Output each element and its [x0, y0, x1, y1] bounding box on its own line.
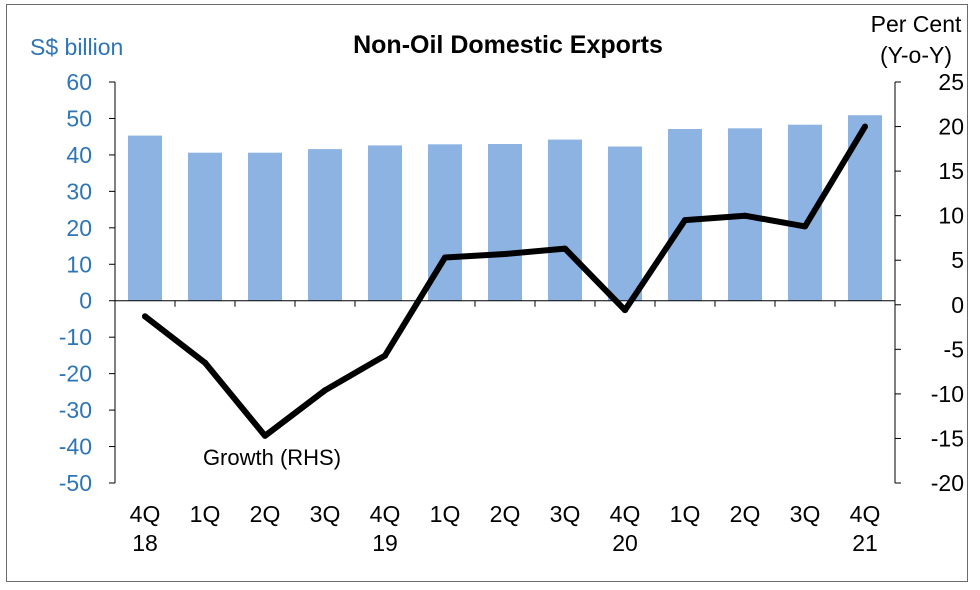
bar-11 [788, 124, 822, 301]
right-tick-label-3: 10 [938, 203, 964, 229]
right-tick-label-6: -5 [944, 336, 964, 362]
bar-9 [668, 129, 702, 301]
left-tick-label-6: 0 [79, 288, 92, 314]
growth-point-10 [742, 212, 748, 219]
chart-title: Non-Oil Domestic Exports [353, 31, 663, 59]
right-tick-label-7: -10 [931, 381, 964, 407]
growth-annotation: Growth (RHS) [203, 445, 341, 470]
left-tick-label-0: 60 [66, 69, 92, 95]
x-label-5: 1Q [430, 501, 461, 527]
left-tick-label-11: -50 [59, 470, 92, 496]
right-tick-label-4: 5 [951, 247, 964, 273]
x-label-10: 2Q [730, 501, 761, 527]
x-year-label-0: 18 [132, 530, 158, 556]
bar-3 [308, 149, 342, 301]
right-tick-label-9: -20 [931, 470, 964, 496]
growth-point-9 [682, 217, 688, 224]
growth-point-6 [502, 251, 508, 257]
left-axis-title: S$ billion [30, 34, 123, 60]
growth-point-12 [862, 123, 868, 130]
bar-1 [188, 152, 222, 301]
growth-point-5 [442, 254, 448, 261]
left-tick-label-2: 40 [66, 142, 92, 168]
left-tick-label-7: -10 [59, 324, 92, 350]
right-axis-title-line1: Per Cent [871, 11, 962, 37]
x-year-label-12: 21 [852, 530, 878, 556]
bar-2 [248, 152, 282, 301]
left-tick-label-10: -40 [59, 434, 92, 460]
growth-point-4 [382, 352, 388, 359]
x-label-7: 3Q [550, 501, 581, 527]
right-axis-title-line2: (Y-o-Y) [880, 42, 952, 68]
right-tick-label-8: -15 [931, 425, 964, 451]
x-label-1: 1Q [190, 501, 221, 527]
bar-7 [548, 139, 582, 301]
bar-series [128, 115, 882, 301]
bar-8 [608, 146, 642, 301]
left-tick-label-1: 50 [66, 105, 92, 131]
x-label-9: 1Q [670, 501, 701, 527]
x-label-4: 4Q [370, 501, 401, 527]
x-year-label-4: 19 [372, 530, 398, 556]
left-tick-label-8: -20 [59, 361, 92, 387]
right-tick-label-2: 15 [938, 158, 964, 184]
axes [109, 81, 901, 484]
x-label-3: 3Q [310, 501, 341, 527]
bar-0 [128, 135, 162, 301]
left-tick-label-5: 10 [66, 251, 92, 277]
right-tick-label-1: 20 [938, 114, 964, 140]
right-tick-label-0: 25 [938, 69, 964, 95]
chart-frame [6, 4, 968, 582]
x-label-11: 3Q [790, 501, 821, 527]
growth-point-3 [322, 387, 328, 394]
bar-6 [488, 144, 522, 301]
x-label-6: 2Q [490, 501, 521, 527]
tick-labels: 6050403020100-10-20-30-40-502520151050-5… [59, 69, 964, 556]
growth-line-series [142, 123, 868, 439]
growth-point-7 [562, 245, 568, 252]
x-label-12: 4Q [850, 501, 881, 527]
growth-point-0 [142, 313, 148, 320]
bar-4 [368, 145, 402, 301]
growth-point-2 [262, 432, 268, 439]
growth-point-1 [202, 359, 208, 366]
x-year-label-8: 20 [612, 530, 638, 556]
x-label-8: 4Q [610, 501, 641, 527]
growth-point-11 [802, 223, 808, 230]
x-label-2: 2Q [250, 501, 281, 527]
left-tick-label-9: -30 [59, 397, 92, 423]
growth-point-8 [622, 307, 628, 314]
right-tick-label-5: 0 [951, 292, 964, 318]
x-label-0: 4Q [130, 501, 161, 527]
left-tick-label-4: 20 [66, 215, 92, 241]
left-tick-label-3: 30 [66, 178, 92, 204]
